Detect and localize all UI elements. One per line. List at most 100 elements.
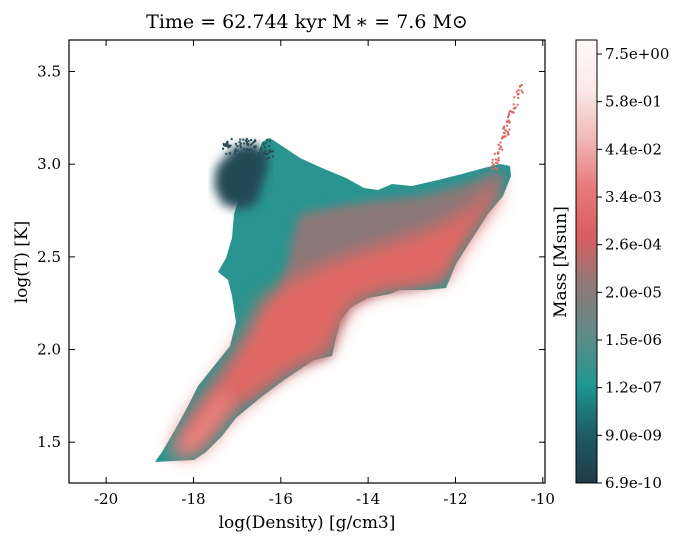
cloud-speckle	[238, 154, 241, 157]
streamer-point	[507, 114, 510, 117]
cloud-speckle	[254, 146, 256, 149]
cloud-speckle	[266, 138, 269, 141]
colorbar-tick-label: 5.8e-01	[605, 93, 662, 111]
cloud-speckle	[242, 138, 245, 141]
cloud-speckle	[222, 142, 225, 145]
streamer-point	[501, 137, 503, 140]
cloud-speckle	[268, 149, 271, 152]
streamer-point	[497, 156, 500, 159]
cloud-speckle	[236, 145, 239, 148]
colorbar-tick-label: 4.4e-02	[605, 140, 662, 158]
cloud-speckle	[262, 143, 265, 146]
cloud-speckle	[247, 148, 250, 151]
streamer-point	[491, 168, 494, 171]
cloud-speckle	[228, 152, 231, 155]
streamer-point	[506, 124, 509, 127]
cloud-speckle	[239, 146, 242, 149]
streamer-point	[504, 129, 507, 132]
streamer-point	[495, 161, 497, 164]
streamer-point	[501, 148, 504, 151]
cloud-speckle	[272, 155, 274, 158]
cloud-speckle	[229, 144, 232, 147]
cloud-speckle	[240, 152, 243, 155]
cloud-speckle	[245, 138, 248, 141]
streamer-point	[508, 128, 511, 131]
cloud-speckle	[240, 157, 242, 160]
colorbar-tick-label: 2.0e-05	[605, 283, 662, 301]
streamer-point	[520, 84, 523, 86]
streamer-point	[491, 164, 494, 167]
streamer-point	[521, 91, 524, 94]
streamer-point	[515, 90, 518, 93]
cloud-speckle	[268, 157, 271, 159]
cloud-speckle	[268, 144, 271, 147]
colorbar	[575, 39, 598, 484]
cloud-speckle	[265, 141, 268, 144]
cloud-speckle	[239, 138, 242, 141]
cloud-speckle	[265, 157, 268, 160]
cloud-speckle	[234, 152, 237, 155]
cloud-speckle	[268, 140, 271, 143]
cloud-speckle	[225, 152, 228, 155]
distribution-region-dark	[214, 144, 268, 210]
cloud-speckle	[227, 146, 230, 149]
cloud-speckle	[251, 156, 254, 159]
streamer-point	[516, 103, 519, 106]
x-axis: -20 -18 -16 -14 -12 -10	[94, 40, 555, 508]
x-tick-label: -14	[356, 490, 380, 508]
cloud-speckle	[243, 142, 246, 145]
cloud-speckle	[249, 156, 252, 159]
cloud-speckle	[238, 141, 241, 144]
x-tick-label: -16	[269, 490, 293, 508]
streamer-point	[501, 135, 504, 138]
streamer-point	[491, 158, 494, 161]
streamer-point	[508, 121, 511, 124]
cloud-speckle	[260, 147, 263, 150]
x-tick-label: -18	[181, 490, 205, 508]
cloud-speckle	[266, 153, 269, 155]
streamer-point	[517, 93, 520, 96]
streamer-point	[496, 162, 499, 165]
streamer-point	[520, 89, 523, 92]
cloud-speckle	[269, 150, 272, 153]
cloud-speckle	[223, 144, 225, 147]
cloud-speckle	[251, 142, 254, 145]
streamer-point	[496, 167, 498, 170]
cloud-speckle	[234, 150, 236, 153]
cloud-speckle	[228, 145, 231, 148]
cloud-speckle	[244, 151, 247, 154]
colorbar-tick-label: 2.6e-04	[605, 236, 662, 254]
colorbar-tick-label: 6.9e-10	[605, 474, 662, 492]
cloud-speckle	[254, 145, 257, 148]
streamer-point	[497, 159, 500, 162]
cloud-speckle	[246, 143, 249, 145]
distribution-region-core	[170, 392, 232, 456]
cloud-speckle	[252, 151, 255, 154]
cloud-speckle	[226, 142, 229, 145]
cloud-speckle	[222, 147, 224, 150]
streamer-point	[503, 125, 506, 128]
cloud-speckle	[268, 151, 271, 154]
y-axis: 1.5 2.0 2.5 3.0 3.5	[37, 63, 545, 451]
streamer-point	[499, 141, 502, 144]
colorbar-ticks: 6.9e-10 9.0e-09 1.2e-07 1.5e-06 2.0e-05 2.6e-…	[597, 45, 669, 492]
cloud-speckle	[265, 152, 267, 155]
y-tick-label: 2.0	[37, 341, 61, 359]
cloud-speckle	[230, 138, 233, 141]
y-tick-label: 3.5	[37, 63, 61, 81]
streamer-point	[511, 110, 514, 113]
cloud-speckle	[250, 149, 253, 152]
cloud-speckle	[237, 157, 240, 159]
colorbar-tick-label: 9.0e-09	[605, 426, 662, 444]
cloud-speckle	[239, 144, 242, 147]
cloud-speckle	[253, 140, 255, 143]
streamer-point	[505, 120, 508, 123]
streamer-point	[517, 89, 520, 92]
colorbar-label: Mass [Msun]	[551, 206, 571, 318]
cloud-speckle	[249, 143, 252, 146]
y-axis-label: log(T) [K]	[12, 221, 32, 304]
streamer-point	[500, 145, 503, 148]
streamer-point	[508, 112, 511, 115]
cloud-speckle	[249, 148, 252, 151]
streamer-point	[498, 148, 501, 150]
